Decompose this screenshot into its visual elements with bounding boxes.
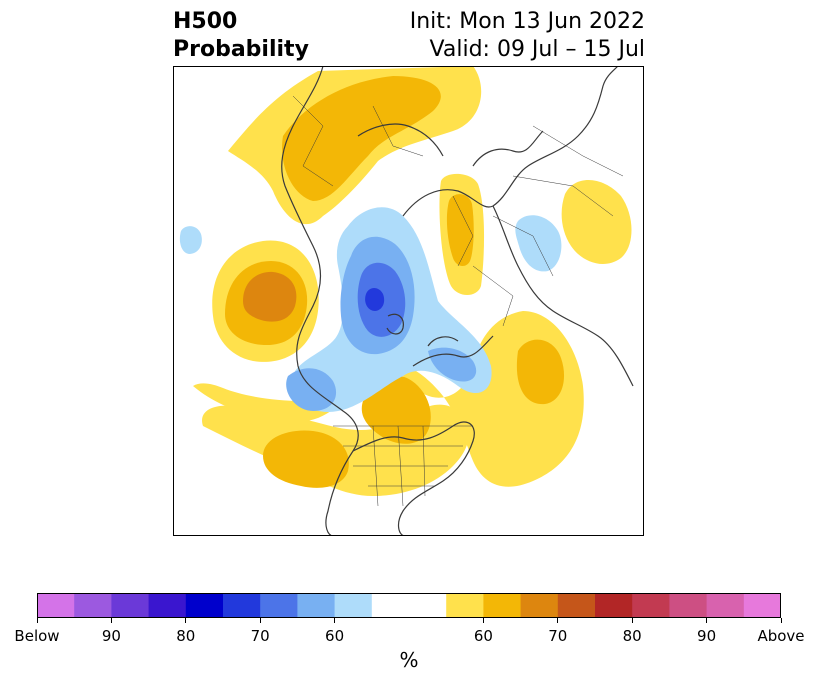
above-region-east [561,179,632,265]
above-normal-regions [193,66,632,496]
init-date: Init: Mon 13 Jun 2022 [409,9,645,34]
valid-range: Valid: 09 Jul – 15 Jul [429,37,645,62]
above-region-southeast-mid [516,339,565,405]
colorbar-segment [483,593,522,618]
colorbar-segment [706,593,745,618]
below-region-hudson [428,347,477,382]
colorbar-tick-mark [36,618,38,623]
colorbar-segment [371,593,410,618]
below-region-pacific [179,226,202,254]
colorbar-segment [520,593,559,618]
colorbar-tick-label: 60 [473,627,493,645]
above-region-canada-mid [361,375,431,444]
below-region-alaska [286,368,337,411]
colorbar-segment [409,593,447,618]
colorbar-tick-label: 90 [697,627,717,645]
colorbar-segment [223,593,261,618]
colorbar-segment [334,593,373,618]
colorbar-tick-mark [259,618,261,623]
colorbar-tick-label: 70 [250,627,270,645]
colorbar-segment [297,593,336,618]
colorbar-tick-label: 80 [176,627,196,645]
title-left: H500 Probability [173,8,309,64]
colorbar-tick-mark [557,618,559,623]
colorbar-segment [595,593,633,618]
colorbar-tick-label: 90 [101,627,121,645]
colorbar-tick-mark [482,618,484,623]
below-normal-regions [179,207,562,412]
borders [292,95,624,507]
colorbar-segment [743,593,781,618]
probability-map [173,66,644,536]
colorbar-tick-label: 80 [622,627,642,645]
above-region-west-strong [243,271,297,322]
colorbar-segment [74,593,112,618]
above-region-europe-mid [282,76,441,201]
colorbar-tick-mark [706,618,708,623]
colorbar-tick-label: 60 [325,627,345,645]
colorbar-segment [669,593,708,618]
colorbar-segment [111,593,150,618]
colorbar-segment [557,593,596,618]
title-variable: H500 [173,9,238,34]
colorbar-segment [37,593,75,618]
map-frame [173,66,644,536]
coastlines [281,66,634,536]
colorbar-segment [632,593,670,618]
colorbar-tick-label: Below [14,627,60,645]
colorbar-tick-label: 70 [548,627,568,645]
colorbar [37,593,781,618]
below-region-asia [515,215,562,272]
colorbar-segment [185,593,224,618]
colorbar-tick-mark [631,618,633,623]
colorbar-tick-mark [334,618,336,623]
below-region-arctic-core [365,288,385,311]
colorbar-units: % [399,648,419,672]
title-right: Init: Mon 13 Jun 2022 Valid: 09 Jul – 15… [410,8,645,64]
title-metric: Probability [173,37,309,62]
colorbar-segment [148,593,187,618]
colorbar-segment [446,593,484,618]
above-region-southwest-mid [263,430,349,488]
colorbar-tick-mark [185,618,187,623]
colorbar-tick-mark [780,618,782,623]
colorbar-frame [37,593,781,618]
colorbar-tick-mark [110,618,112,623]
colorbar-segment [260,593,298,618]
colorbar-tick-label: Above [757,627,805,645]
